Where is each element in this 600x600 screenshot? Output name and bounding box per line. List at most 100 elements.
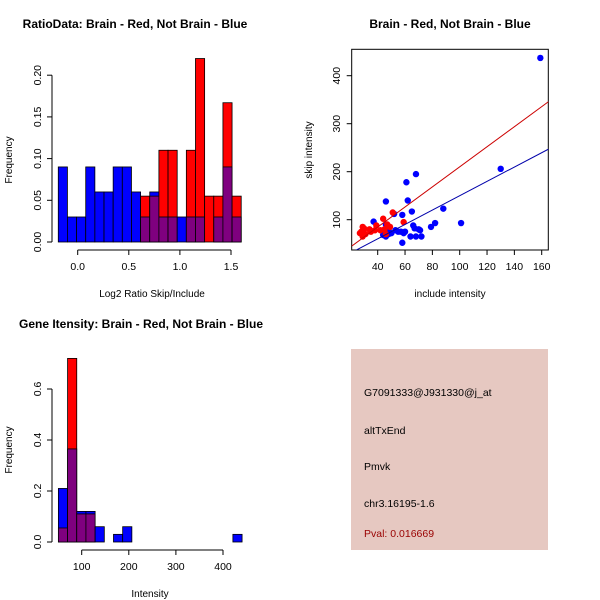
intensity-histogram-title: Gene Itensity: Brain - Red, Not Brain - … <box>19 317 263 331</box>
ratio-histogram-y-tick-label: 0.05 <box>32 190 44 211</box>
brain-point <box>389 209 396 216</box>
not-brain-point <box>408 208 416 215</box>
intensity-histogram-y-tick-label: 0.0 <box>32 535 44 550</box>
not-brain-point <box>537 54 544 62</box>
intensity-histogram-xlabel: Intensity <box>131 589 168 600</box>
not-brain-point <box>412 170 420 178</box>
scatter-ylabel: skip intensity <box>304 121 315 178</box>
not-brain-point <box>407 233 414 240</box>
ratio-histogram-overlap-bar <box>195 216 206 243</box>
intensity-histogram-x-tick-label: 400 <box>214 561 232 573</box>
ratio-histogram-bar <box>176 216 187 243</box>
ratio-histogram-bar <box>85 166 96 243</box>
ratio-histogram-overlap-bar <box>222 166 233 243</box>
scatter-x-tick-label: 160 <box>533 261 551 273</box>
scatter-panel: Brain - Red, Not Brain - Blue include in… <box>304 17 551 300</box>
brain-point <box>360 225 368 232</box>
intensity-histogram-x-tick-label: 200 <box>120 561 138 573</box>
ratio-histogram-y-tick-label: 0.20 <box>32 65 44 86</box>
ratio-histogram-x-tick-label: 0.0 <box>70 261 85 273</box>
brain-fit-line <box>351 101 549 247</box>
brain-point <box>359 233 366 240</box>
ratio-histogram-overlap-bar <box>231 216 242 243</box>
not-brain-point <box>382 198 390 205</box>
intensity-histogram-bar <box>122 526 133 543</box>
not-brain-point <box>399 211 406 219</box>
ratio-histogram-overlap-bar <box>167 216 178 243</box>
ratio-histogram-bar <box>195 58 206 243</box>
not-brain-point <box>457 219 465 227</box>
not-brain-point <box>431 219 439 227</box>
not-brain-point <box>416 227 424 234</box>
not-brain-point <box>418 233 425 240</box>
not-brain-point <box>404 197 411 204</box>
intensity-histogram-bar <box>94 526 105 543</box>
intensity-histogram-y-tick-label: 0.2 <box>32 484 44 499</box>
ratio-histogram-x-tick-label: 1.5 <box>224 261 239 273</box>
ratio-histogram-overlap-bar <box>140 216 151 243</box>
info-background <box>351 349 548 550</box>
ratio-histogram-bar <box>67 216 77 243</box>
brain-point <box>379 215 387 222</box>
brain-point <box>381 226 388 233</box>
ratio-histogram-bar <box>76 216 87 243</box>
ratio-histogram-y-tick-label: 0.00 <box>32 232 44 253</box>
ratio-histogram-bar <box>103 191 114 243</box>
intensity-histogram-bar <box>113 533 124 543</box>
ratio-histogram-bar <box>94 191 105 243</box>
not-brain-point <box>427 223 435 231</box>
intensity-histogram-overlap-bar <box>67 448 78 543</box>
ratio-histogram-xlabel: Log2 Ratio Skip/Include <box>99 289 205 300</box>
intensity-histogram-y-tick-label: 0.4 <box>32 433 44 448</box>
not-brain-point <box>412 233 420 240</box>
intensity-histogram-x-tick-label: 100 <box>73 561 91 573</box>
ratio-histogram-bar <box>57 166 68 243</box>
not-brain-point <box>399 239 406 246</box>
info-pval: Pval: 0.016669 <box>364 528 434 540</box>
scatter-x-tick-label: 80 <box>427 261 439 273</box>
info-panel: G7091333@J931330@j_at altTxEnd Pmvk chr3… <box>351 349 548 550</box>
intensity-histogram-bar <box>232 533 243 543</box>
not-brain-fit-line <box>355 148 549 250</box>
intensity-histogram-x-tick-label: 300 <box>167 561 185 573</box>
intensity-histogram-overlap-bar <box>85 513 96 543</box>
ratio-histogram-bar <box>131 191 142 243</box>
scatter-y-tick-label: 400 <box>331 67 343 85</box>
not-brain-point <box>401 228 409 235</box>
ratio-histogram-title: RatioData: Brain - Red, Not Brain - Blue <box>23 17 248 31</box>
info-gene: Pmvk <box>364 461 391 473</box>
scatter-y-tick-label: 300 <box>331 115 343 133</box>
scatter-y-tick-label: 100 <box>331 211 343 229</box>
scatter-x-tick-label: 60 <box>399 261 411 273</box>
ratio-histogram-panel: RatioData: Brain - Red, Not Brain - Blue… <box>4 17 248 300</box>
scatter-xlabel: include intensity <box>414 289 485 300</box>
ratio-histogram-x-tick-label: 0.5 <box>121 261 136 273</box>
ratio-histogram-overlap-bar <box>149 195 160 243</box>
ratio-histogram-overlap-bar <box>185 216 196 243</box>
intensity-histogram-overlap-bar <box>76 513 87 543</box>
ratio-histogram-bar <box>121 166 132 243</box>
intensity-histogram-y-tick-label: 0.6 <box>32 382 44 397</box>
not-brain-point <box>403 179 410 186</box>
ratio-histogram-ylabel: Frequency <box>4 136 15 183</box>
intensity-histogram-overlap-bar <box>57 527 68 543</box>
ratio-histogram-overlap-bar <box>213 216 224 243</box>
scatter-x-tick-label: 120 <box>478 261 496 273</box>
intensity-histogram-panel: Gene Itensity: Brain - Red, Not Brain - … <box>4 317 263 600</box>
scatter-y-tick-label: 200 <box>331 163 343 181</box>
scatter-x-tick-label: 100 <box>451 261 469 273</box>
not-brain-point <box>440 205 447 212</box>
info-probe: G7091333@J931330@j_at <box>364 387 492 399</box>
info-location: chr3.16195-1.6 <box>364 498 435 510</box>
scatter-x-tick-label: 40 <box>372 261 384 273</box>
scatter-x-tick-label: 140 <box>506 261 524 273</box>
intensity-histogram-ylabel: Frequency <box>4 426 15 473</box>
info-event: altTxEnd <box>364 425 406 437</box>
brain-point <box>371 227 379 234</box>
ratio-histogram-bar <box>204 195 215 243</box>
brain-point <box>400 218 407 226</box>
ratio-histogram-overlap-bar <box>158 216 169 243</box>
ratio-histogram-bar <box>112 166 123 243</box>
ratio-histogram-y-tick-label: 0.15 <box>32 107 44 128</box>
